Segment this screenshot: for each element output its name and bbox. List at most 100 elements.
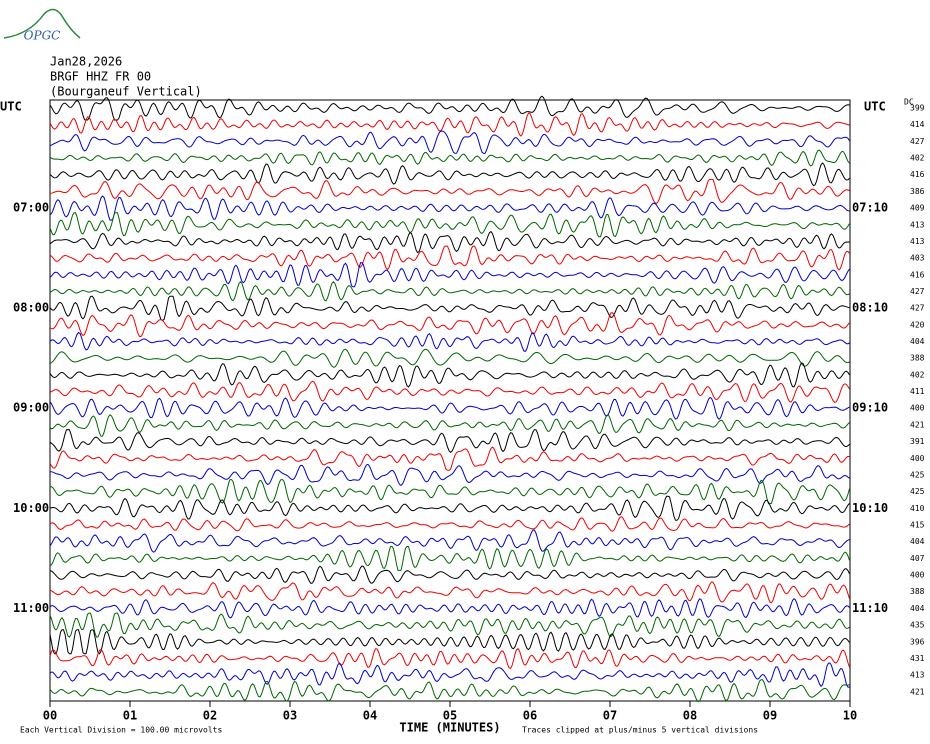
x-tick-label: 01 [123,709,137,723]
x-tick-label: 08 [683,709,697,723]
dc-value: 413 [910,220,925,229]
logo: OPGC [24,29,61,43]
trace [49,516,850,532]
dc-value: 402 [910,370,925,379]
dc-heading: DC [904,98,914,107]
trace [49,414,850,437]
trace [49,245,850,271]
dc-value: 400 [910,404,925,413]
dc-value: 415 [910,521,925,530]
x-tick-label: 03 [283,709,297,723]
trace [49,331,850,352]
dc-value: 396 [910,637,925,646]
trace [49,565,850,584]
trace [49,312,850,338]
dc-value: 421 [910,687,925,696]
dc-value: 411 [910,387,925,396]
x-tick-label: 04 [363,709,377,723]
x-tick-label: 02 [203,709,217,723]
dc-value: 431 [910,654,925,663]
scale-note: Each Vertical Division = 100.00 microvol… [20,726,222,735]
trace [49,662,850,688]
trace [49,581,850,604]
trace [49,348,850,368]
clip-note: Traces clipped at plus/minus 5 vertical … [522,726,758,735]
station: BRGF HHZ FR 00 [50,70,151,84]
dc-value: 413 [910,237,925,246]
x-axis-label: TIME (MINUTES) [399,721,500,735]
time-label-right: 10:10 [852,501,888,515]
x-tick-label: 05 [443,709,457,723]
location: (Bourganeuf Vertical) [50,85,202,99]
right-zone: UTC [864,100,886,114]
dc-value: 409 [910,204,925,213]
dc-value: 403 [910,254,925,263]
dc-value: 404 [910,604,925,613]
trace [49,598,850,619]
trace [49,362,850,388]
dc-value: 407 [910,554,925,563]
dc-value: 414 [910,120,925,129]
dc-value: 413 [910,671,925,680]
trace [49,95,850,121]
trace [49,612,850,638]
dc-value: 427 [910,137,925,146]
trace [49,112,850,137]
trace [49,212,850,238]
time-label-right: 08:10 [852,301,888,315]
trace [49,479,850,505]
x-tick-label: 06 [523,709,537,723]
time-label-right: 07:10 [852,201,888,215]
logo-hill [3,8,81,39]
dc-value: 427 [910,287,925,296]
time-label-left: 11:00 [13,601,49,615]
dc-value: 416 [910,170,925,179]
time-label-right: 11:10 [852,601,888,615]
trace [49,647,850,670]
time-label-right: 09:10 [852,401,888,415]
trace [49,262,850,288]
trace [49,396,850,420]
time-label-left: 07:00 [13,201,49,215]
trace [49,130,850,154]
dc-value: 427 [910,304,925,313]
time-label-left: 09:00 [13,401,49,415]
dc-value: 400 [910,454,925,463]
dc-value: 404 [910,337,925,346]
dc-value: 416 [910,270,925,279]
trace [49,679,850,703]
trace [49,195,850,221]
dc-value: 391 [910,437,925,446]
dc-value: 410 [910,504,925,513]
dc-value: 420 [910,320,925,329]
dc-value: 388 [910,587,925,596]
trace [49,380,850,403]
left-zone: UTC [0,100,22,114]
trace [49,149,850,167]
trace [49,545,850,571]
trace [49,162,850,187]
trace [49,629,850,655]
time-label-left: 10:00 [13,501,49,515]
dc-value: 425 [910,470,925,479]
x-tick-label: 10 [843,709,857,723]
time-label-left: 08:00 [13,301,49,315]
trace [49,230,850,254]
dc-value: 425 [910,487,925,496]
trace [49,295,850,321]
dc-value: 404 [910,537,925,546]
dc-value: 402 [910,154,925,163]
date: Jan28,2026 [50,55,122,69]
trace [49,178,850,204]
trace [49,446,850,471]
trace [49,529,850,553]
trace [49,495,850,521]
trace [49,429,850,453]
dc-value: 421 [910,420,925,429]
dc-value: 435 [910,621,925,630]
x-tick-label: 07 [603,709,617,723]
x-tick-label: 09 [763,709,777,723]
dc-value: 400 [910,571,925,580]
dc-value: 386 [910,187,925,196]
